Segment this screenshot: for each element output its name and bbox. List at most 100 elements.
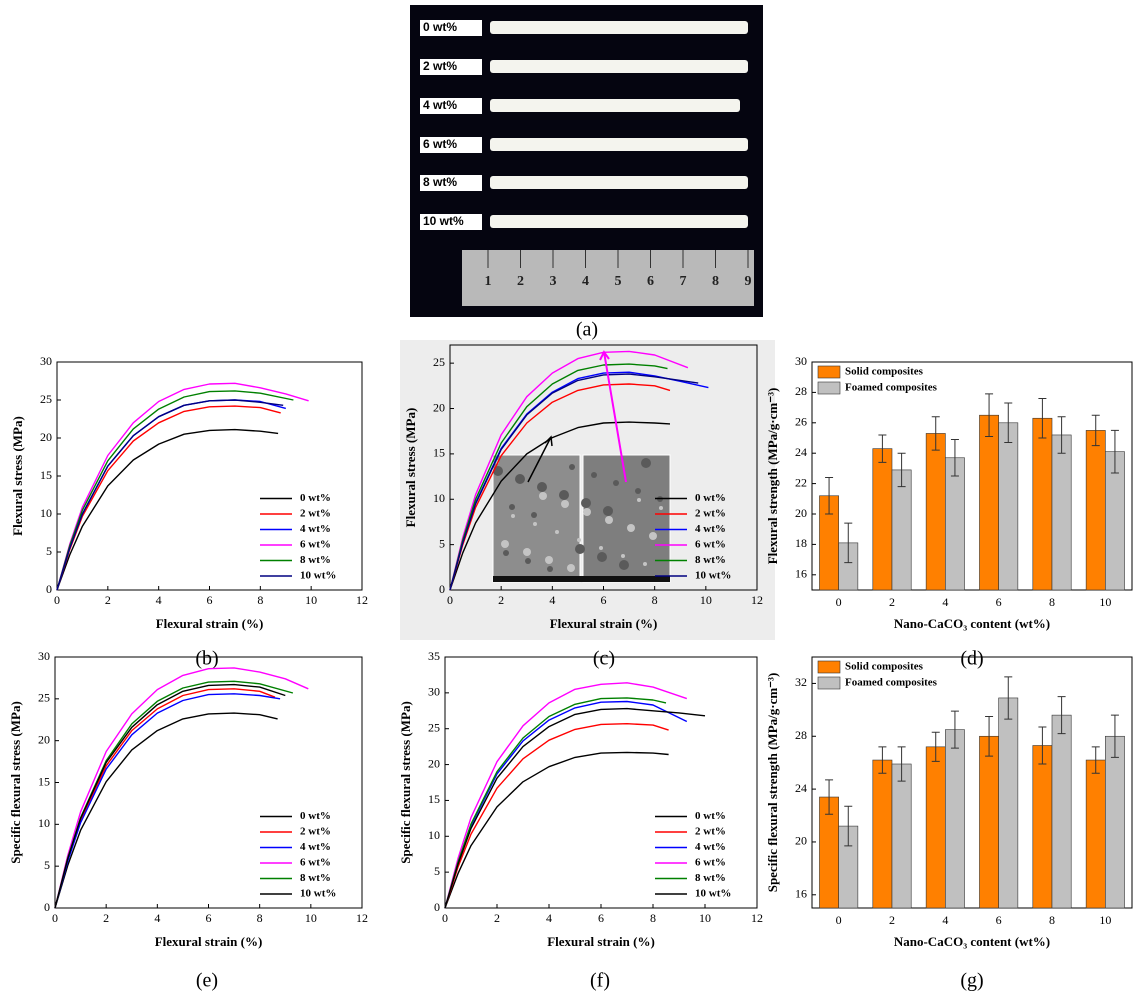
sem-image — [492, 454, 581, 583]
ruler-number: 4 — [582, 274, 589, 289]
y-tick-label: 28 — [795, 728, 807, 742]
legend-label: 0 wt% — [695, 492, 726, 504]
legend-label: 8 wt% — [695, 554, 726, 566]
y-tick-label: 20 — [40, 430, 52, 444]
sem-texture — [575, 544, 585, 554]
sem-texture — [577, 538, 581, 542]
y-tick-label: 15 — [38, 774, 50, 788]
x-tick-label: 8 — [652, 593, 658, 607]
x-tick-label: 10 — [305, 593, 317, 607]
x-tick-label: 8 — [650, 911, 656, 925]
line-series — [56, 428, 279, 591]
y-tick-label: 25 — [38, 691, 50, 705]
legend-label: Foamed composites — [845, 382, 938, 394]
x-tick-label: 6 — [207, 593, 213, 607]
plot-frame — [811, 656, 1133, 909]
y-tick-label: 35 — [428, 649, 440, 663]
x-tick-label: 0 — [447, 593, 453, 607]
line-series — [444, 697, 667, 909]
sem-texture — [525, 558, 531, 564]
bar — [1105, 735, 1125, 909]
label-tag — [420, 137, 482, 153]
legend-label: 2 wt% — [300, 508, 331, 520]
legend-label: 8 wt% — [300, 872, 331, 884]
y-tick-label: 0 — [434, 900, 440, 914]
line-series — [444, 682, 688, 909]
y-tick-label: 24 — [795, 781, 807, 795]
error-bar — [950, 439, 959, 477]
legend-label: Foamed composites — [845, 677, 938, 689]
sem-texture — [537, 482, 547, 492]
bar — [979, 735, 999, 909]
x-tick-label: 2 — [105, 593, 111, 607]
y-tick-label: 10 — [38, 816, 50, 830]
x-tick-label: 4 — [546, 911, 552, 925]
error-bar — [1004, 402, 1013, 444]
label-tag — [420, 20, 482, 36]
y-tick-label: 5 — [44, 858, 50, 872]
error-bar — [1057, 416, 1066, 454]
sem-texture — [515, 474, 525, 484]
y-tick-label: 28 — [795, 384, 807, 398]
legend-swatch — [817, 660, 841, 674]
y-axis-title: Flexural stress (MPa) — [10, 416, 25, 536]
sem-texture — [547, 566, 553, 572]
y-tick-label: 0 — [439, 582, 445, 596]
sem-texture — [649, 532, 657, 540]
sample-bar — [490, 138, 748, 151]
ruler — [462, 250, 754, 306]
sem-texture — [621, 554, 625, 558]
y-tick-label: 25 — [433, 355, 445, 369]
line-series — [449, 350, 689, 591]
caption: (f) — [590, 970, 610, 992]
label-tag — [420, 98, 482, 114]
sem-texture — [523, 548, 531, 556]
y-axis-title: Flexural stress (MPa) — [403, 408, 418, 528]
y-tick-label: 18 — [795, 536, 807, 550]
line-series — [56, 390, 294, 591]
line-series — [56, 382, 309, 591]
x-tick-label: 2 — [103, 911, 109, 925]
x-axis-title: Nano-CaCO₃ content (wt%) — [894, 616, 1050, 631]
bar — [1051, 714, 1072, 909]
ruler-number: 6 — [647, 274, 654, 289]
legend-swatch — [817, 676, 841, 690]
sem-texture — [597, 552, 607, 562]
caption: (a) — [576, 319, 598, 341]
x-tick-label: 0 — [442, 911, 448, 925]
y-tick-label: 20 — [795, 506, 807, 520]
y-tick-label: 10 — [428, 828, 440, 842]
x-tick-label: 12 — [356, 911, 368, 925]
error-bar — [1110, 714, 1119, 758]
bar — [891, 763, 912, 909]
x-tick-label: 6 — [996, 913, 1002, 927]
legend-label: 0 wt% — [300, 810, 331, 822]
legend-swatch — [817, 381, 841, 395]
y-tick-label: 10 — [40, 506, 52, 520]
y-tick-label: 32 — [795, 675, 807, 689]
x-tick-label: 0 — [54, 593, 60, 607]
sem-texture — [539, 492, 547, 500]
y-tick-label: 10 — [433, 491, 445, 505]
legend-label: 2 wt% — [695, 826, 726, 838]
x-tick-label: 10 — [305, 911, 317, 925]
caption: (g) — [960, 970, 983, 992]
sample-bar — [490, 21, 748, 34]
sem-texture — [511, 514, 515, 518]
y-tick-label: 16 — [795, 567, 807, 581]
x-tick-label: 12 — [751, 593, 763, 607]
y-tick-label: 15 — [433, 446, 445, 460]
bar — [891, 469, 912, 591]
sem-scale — [493, 576, 670, 582]
legend-swatch — [817, 365, 841, 379]
error-bar — [1091, 746, 1100, 774]
x-axis-title: Nano-CaCO₃ content (wt%) — [894, 934, 1050, 949]
sem-texture — [559, 490, 569, 500]
line-series — [449, 383, 671, 591]
legend-label: Solid composites — [845, 366, 924, 378]
y-tick-label: 0 — [46, 582, 52, 596]
legend-label: 10 wt% — [300, 570, 336, 582]
x-axis-title: Flexural strain (%) — [156, 616, 264, 631]
line-series — [444, 707, 706, 909]
sem-texture — [545, 556, 553, 564]
